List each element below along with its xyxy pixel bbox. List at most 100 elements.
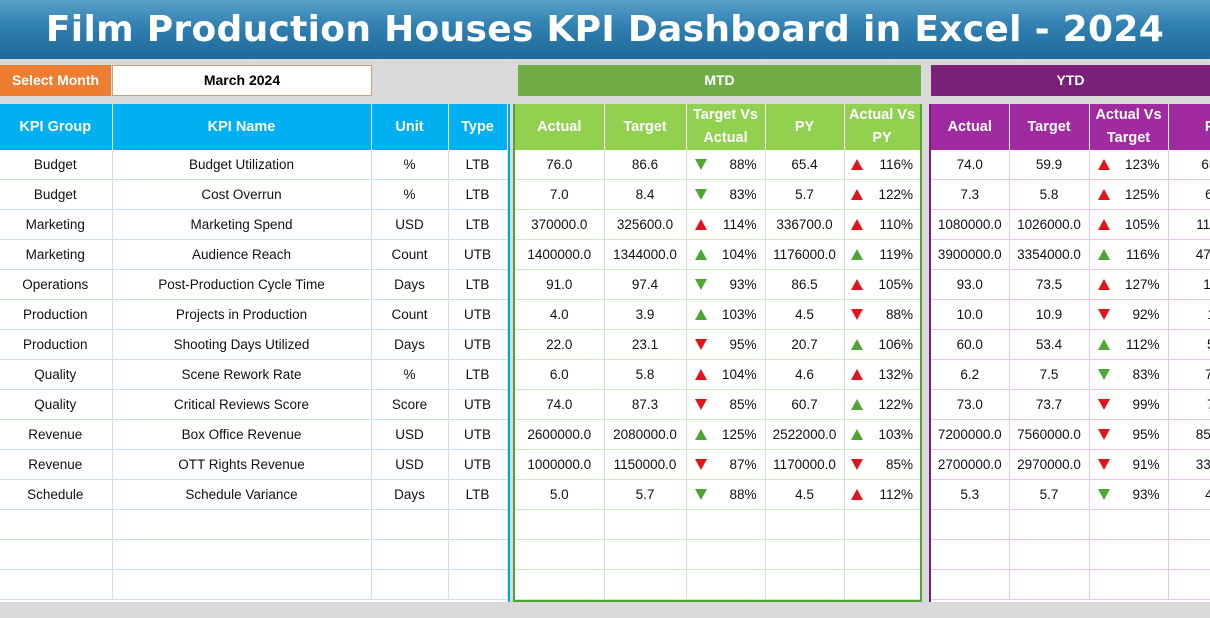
indicator-cell: 127% [1089,269,1169,300]
table-row: Budget Budget Utilization% LTB [0,150,508,180]
up-arrow-icon [851,489,863,501]
up-arrow-icon [694,369,707,381]
indicator-percent: 116% [879,157,913,173]
ytd-actual-cell: 7200000.0 [931,419,1010,450]
indicator-cell: 95% [686,329,766,360]
mtd-actual-cell: 91.0 [515,269,605,300]
ytd-actual-cell: 3900000.0 [931,239,1010,270]
indicator-percent: 112% [879,487,913,503]
unit-cell: Days [371,479,449,510]
ytd-py-cell: 11232 [1168,209,1210,240]
indicator-percent: 114% [722,217,757,233]
down-arrow-icon [694,399,707,411]
indicator-percent: 110% [879,217,913,233]
sheet-bottom-strip [0,612,1210,618]
mtd-py-cell: 86.5 [765,269,845,300]
kpi-name-cell: Schedule Variance [112,479,372,510]
table-row: 93.073.5 127% 100 [931,269,1210,300]
unit-cell: USD [371,209,449,240]
unit-cell: % [371,179,449,210]
up-arrow-icon [851,279,863,291]
table-row [931,539,1210,570]
up-arrow-icon [1097,339,1110,351]
indicator-cell: 83% [686,179,766,210]
table-row [515,509,920,540]
select-month-dropdown[interactable]: March 2024 [112,65,372,96]
type-cell: LTB [448,359,508,390]
unit-cell: Score [371,389,449,420]
mtd-target-cell: 3.9 [604,299,687,330]
ytd-py-cell: 100 [1168,269,1210,300]
table-row: Quality Scene Rework Rate% LTB [0,359,508,390]
column-header: Actual Vs Target [1089,104,1169,150]
empty-cell [1168,569,1210,600]
column-header: Actual [931,104,1010,150]
mtd-target-cell: 5.7 [604,479,687,510]
table-row: 74.059.9 123% 65.4 [931,150,1210,180]
ytd-actual-cell: 5.3 [931,479,1010,510]
indicator-percent: 93% [1132,487,1160,503]
dashboard-title: Film Production Houses KPI Dashboard in … [0,0,1210,59]
indicator-percent: 103% [878,427,913,443]
empty-cell [1168,509,1210,540]
mtd-target-cell: 325600.0 [604,209,687,240]
empty-cell [1089,509,1169,540]
type-cell: LTB [448,150,508,180]
indicator-cell: 116% [1089,239,1169,270]
ytd-target-cell: 73.7 [1009,389,1090,420]
mtd-py-cell: 336700.0 [765,209,845,240]
mtd-py-cell: 1176000.0 [765,239,845,270]
ytd-actual-cell: 10.0 [931,299,1010,330]
type-cell: UTB [448,239,508,270]
down-arrow-icon [694,189,707,201]
empty-cell [931,569,1010,600]
empty-cell [604,569,687,600]
ytd-target-cell: 1026000.0 [1009,209,1090,240]
indicator-cell: 105% [844,269,920,300]
type-cell: LTB [448,269,508,300]
down-arrow-icon [1097,489,1110,501]
table-row: 5.0 5.7 88% 4.5 112% [515,479,920,510]
column-header: KPI Name [112,104,372,150]
table-row: Revenue OTT Rights Revenue USD UTB [0,449,508,480]
indicator-cell: 116% [844,150,920,180]
empty-cell [448,509,508,540]
kpi-name-cell: Scene Rework Rate [112,359,372,390]
table-row: 22.0 23.1 95% 20.7 106% [515,329,920,360]
kpi-group-cell: Quality [0,359,113,390]
up-arrow-icon [694,249,707,261]
indicator-percent: 99% [1132,397,1160,413]
unit-cell: Days [371,329,449,360]
indicator-percent: 112% [1125,337,1160,353]
indicator-percent: 125% [1124,187,1160,203]
ytd-actual-cell: 60.0 [931,329,1010,360]
ytd-actual-cell: 1080000.0 [931,209,1010,240]
column-header: Actual Vs PY [844,104,920,150]
table-row: 91.0 97.4 93% 86.5 105% [515,269,920,300]
ytd-actual-cell: 6.2 [931,359,1010,390]
indicator-cell: 123% [1089,150,1169,180]
up-arrow-icon [1097,219,1110,231]
mtd-actual-cell: 6.0 [515,359,605,390]
indicator-percent: 104% [721,247,757,263]
down-arrow-icon [1097,309,1110,321]
indicator-percent: 119% [879,247,913,263]
table-row: 2600000.0 2080000.0 125% 2522000.0 103% [515,419,920,450]
table-row [0,569,508,600]
mtd-actual-cell: 370000.0 [515,209,605,240]
empty-cell [1009,539,1090,570]
mtd-py-cell: 1170000.0 [765,449,845,480]
ytd-py-cell: 85680 [1168,419,1210,450]
down-arrow-icon [1097,429,1110,441]
kpi-name-cell: Box Office Revenue [112,419,372,450]
indicator-cell: 85% [844,449,920,480]
ytd-target-cell: 2970000.0 [1009,449,1090,480]
kpi-name-cell: Shooting Days Utilized [112,329,372,360]
kpi-group-cell: Schedule [0,479,113,510]
empty-cell [931,539,1010,570]
column-header: Actual [515,104,605,150]
indicator-cell: 103% [844,419,920,450]
